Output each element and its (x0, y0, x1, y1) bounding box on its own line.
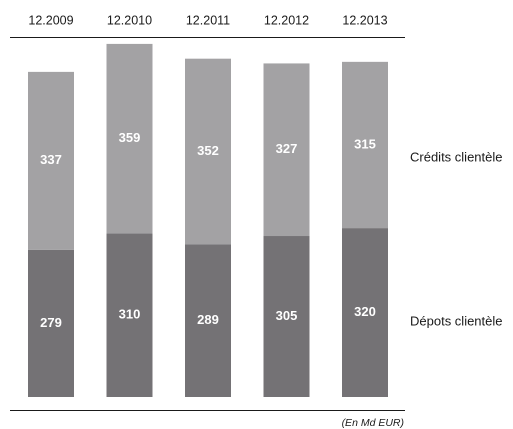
bar-depots-12.2012 (263, 236, 310, 397)
bar-depots-12.2010 (106, 233, 153, 397)
value-label-depots-12.2009: 279 (40, 315, 62, 330)
category-labels-group: 12.2009 12.2010 12.2011 12.2012 12.2013 (28, 13, 387, 27)
value-label-credits-12.2009: 337 (40, 152, 62, 167)
category-label-12.2012: 12.2012 (264, 13, 309, 27)
category-label-12.2013: 12.2013 (342, 13, 387, 27)
bar-credits-12.2011 (185, 58, 231, 245)
value-label-credits-12.2013: 315 (354, 136, 376, 151)
category-label-12.2009: 12.2009 (28, 13, 73, 27)
value-label-credits-12.2012: 327 (276, 141, 298, 156)
bar-depots-12.2009 (28, 249, 74, 397)
category-label-12.2011: 12.2011 (186, 13, 230, 27)
unit-note: (En Md EUR) (342, 417, 404, 429)
bar-credits-12.2009 (28, 71, 74, 250)
bars-group: 279 337 310 359 289 352 305 327 320 315 (28, 43, 388, 397)
value-label-depots-12.2013: 320 (354, 304, 376, 319)
bar-depots-12.2011 (185, 244, 231, 397)
value-label-depots-12.2012: 305 (276, 308, 298, 323)
value-label-depots-12.2010: 310 (119, 307, 141, 322)
legend-depots-clientele: Dépots clientèle (410, 313, 503, 328)
value-label-credits-12.2010: 359 (119, 130, 141, 145)
value-label-depots-12.2011: 289 (197, 312, 219, 327)
bar-depots-12.2013 (342, 228, 388, 397)
legend-credits-clientele: Crédits clientèle (410, 149, 503, 164)
bar-credits-12.2010 (106, 43, 153, 234)
category-label-12.2010: 12.2010 (107, 13, 152, 27)
bar-credits-12.2013 (342, 61, 388, 229)
value-label-credits-12.2011: 352 (197, 143, 219, 158)
bar-credits-12.2012 (263, 63, 310, 237)
